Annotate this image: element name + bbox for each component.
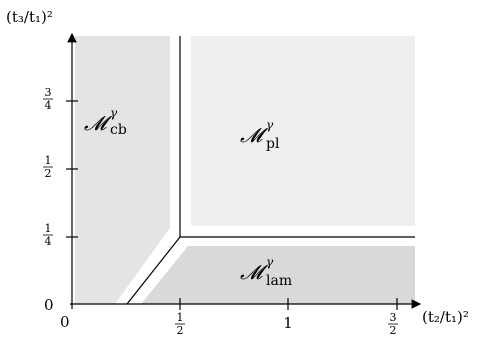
y-tick-label-quarter: 1 4	[43, 222, 53, 248]
region-cb-fill	[75, 36, 170, 304]
x-axis-title: (t₂/t₁)²	[422, 308, 469, 326]
boundary-diagonal	[126, 236, 181, 305]
x-tick-label-three-halves: 3 2	[388, 311, 398, 337]
svg-text:pl: pl	[266, 136, 280, 152]
svg-text:1: 1	[45, 222, 52, 235]
svg-text:1: 1	[177, 311, 184, 324]
region-lam-fill	[141, 246, 415, 304]
svg-text:3: 3	[390, 311, 397, 324]
y-origin-label: 0	[44, 296, 54, 314]
svg-text:2: 2	[177, 324, 184, 337]
svg-text:1: 1	[45, 154, 52, 167]
x-origin-label: 0	[60, 313, 70, 331]
x-tick-label-half: 1 2	[175, 311, 185, 337]
x-tick-label-one: 1	[283, 314, 293, 332]
svg-text:γ: γ	[266, 255, 274, 269]
svg-text:lam: lam	[266, 273, 292, 289]
svg-text:γ: γ	[266, 118, 274, 132]
svg-text:γ: γ	[110, 106, 118, 120]
y-tick-label-three-quarters: 3 4	[43, 86, 53, 112]
svg-text:2: 2	[390, 324, 397, 337]
y-tick-label-half: 1 2	[43, 154, 53, 180]
svg-text:4: 4	[45, 235, 52, 248]
svg-text:cb: cb	[110, 122, 127, 138]
svg-text:4: 4	[45, 99, 52, 112]
svg-text:2: 2	[45, 167, 52, 180]
region-pl-fill	[191, 36, 415, 226]
y-axis-title: (t₃/t₁)²	[6, 8, 53, 26]
svg-text:3: 3	[45, 86, 52, 99]
